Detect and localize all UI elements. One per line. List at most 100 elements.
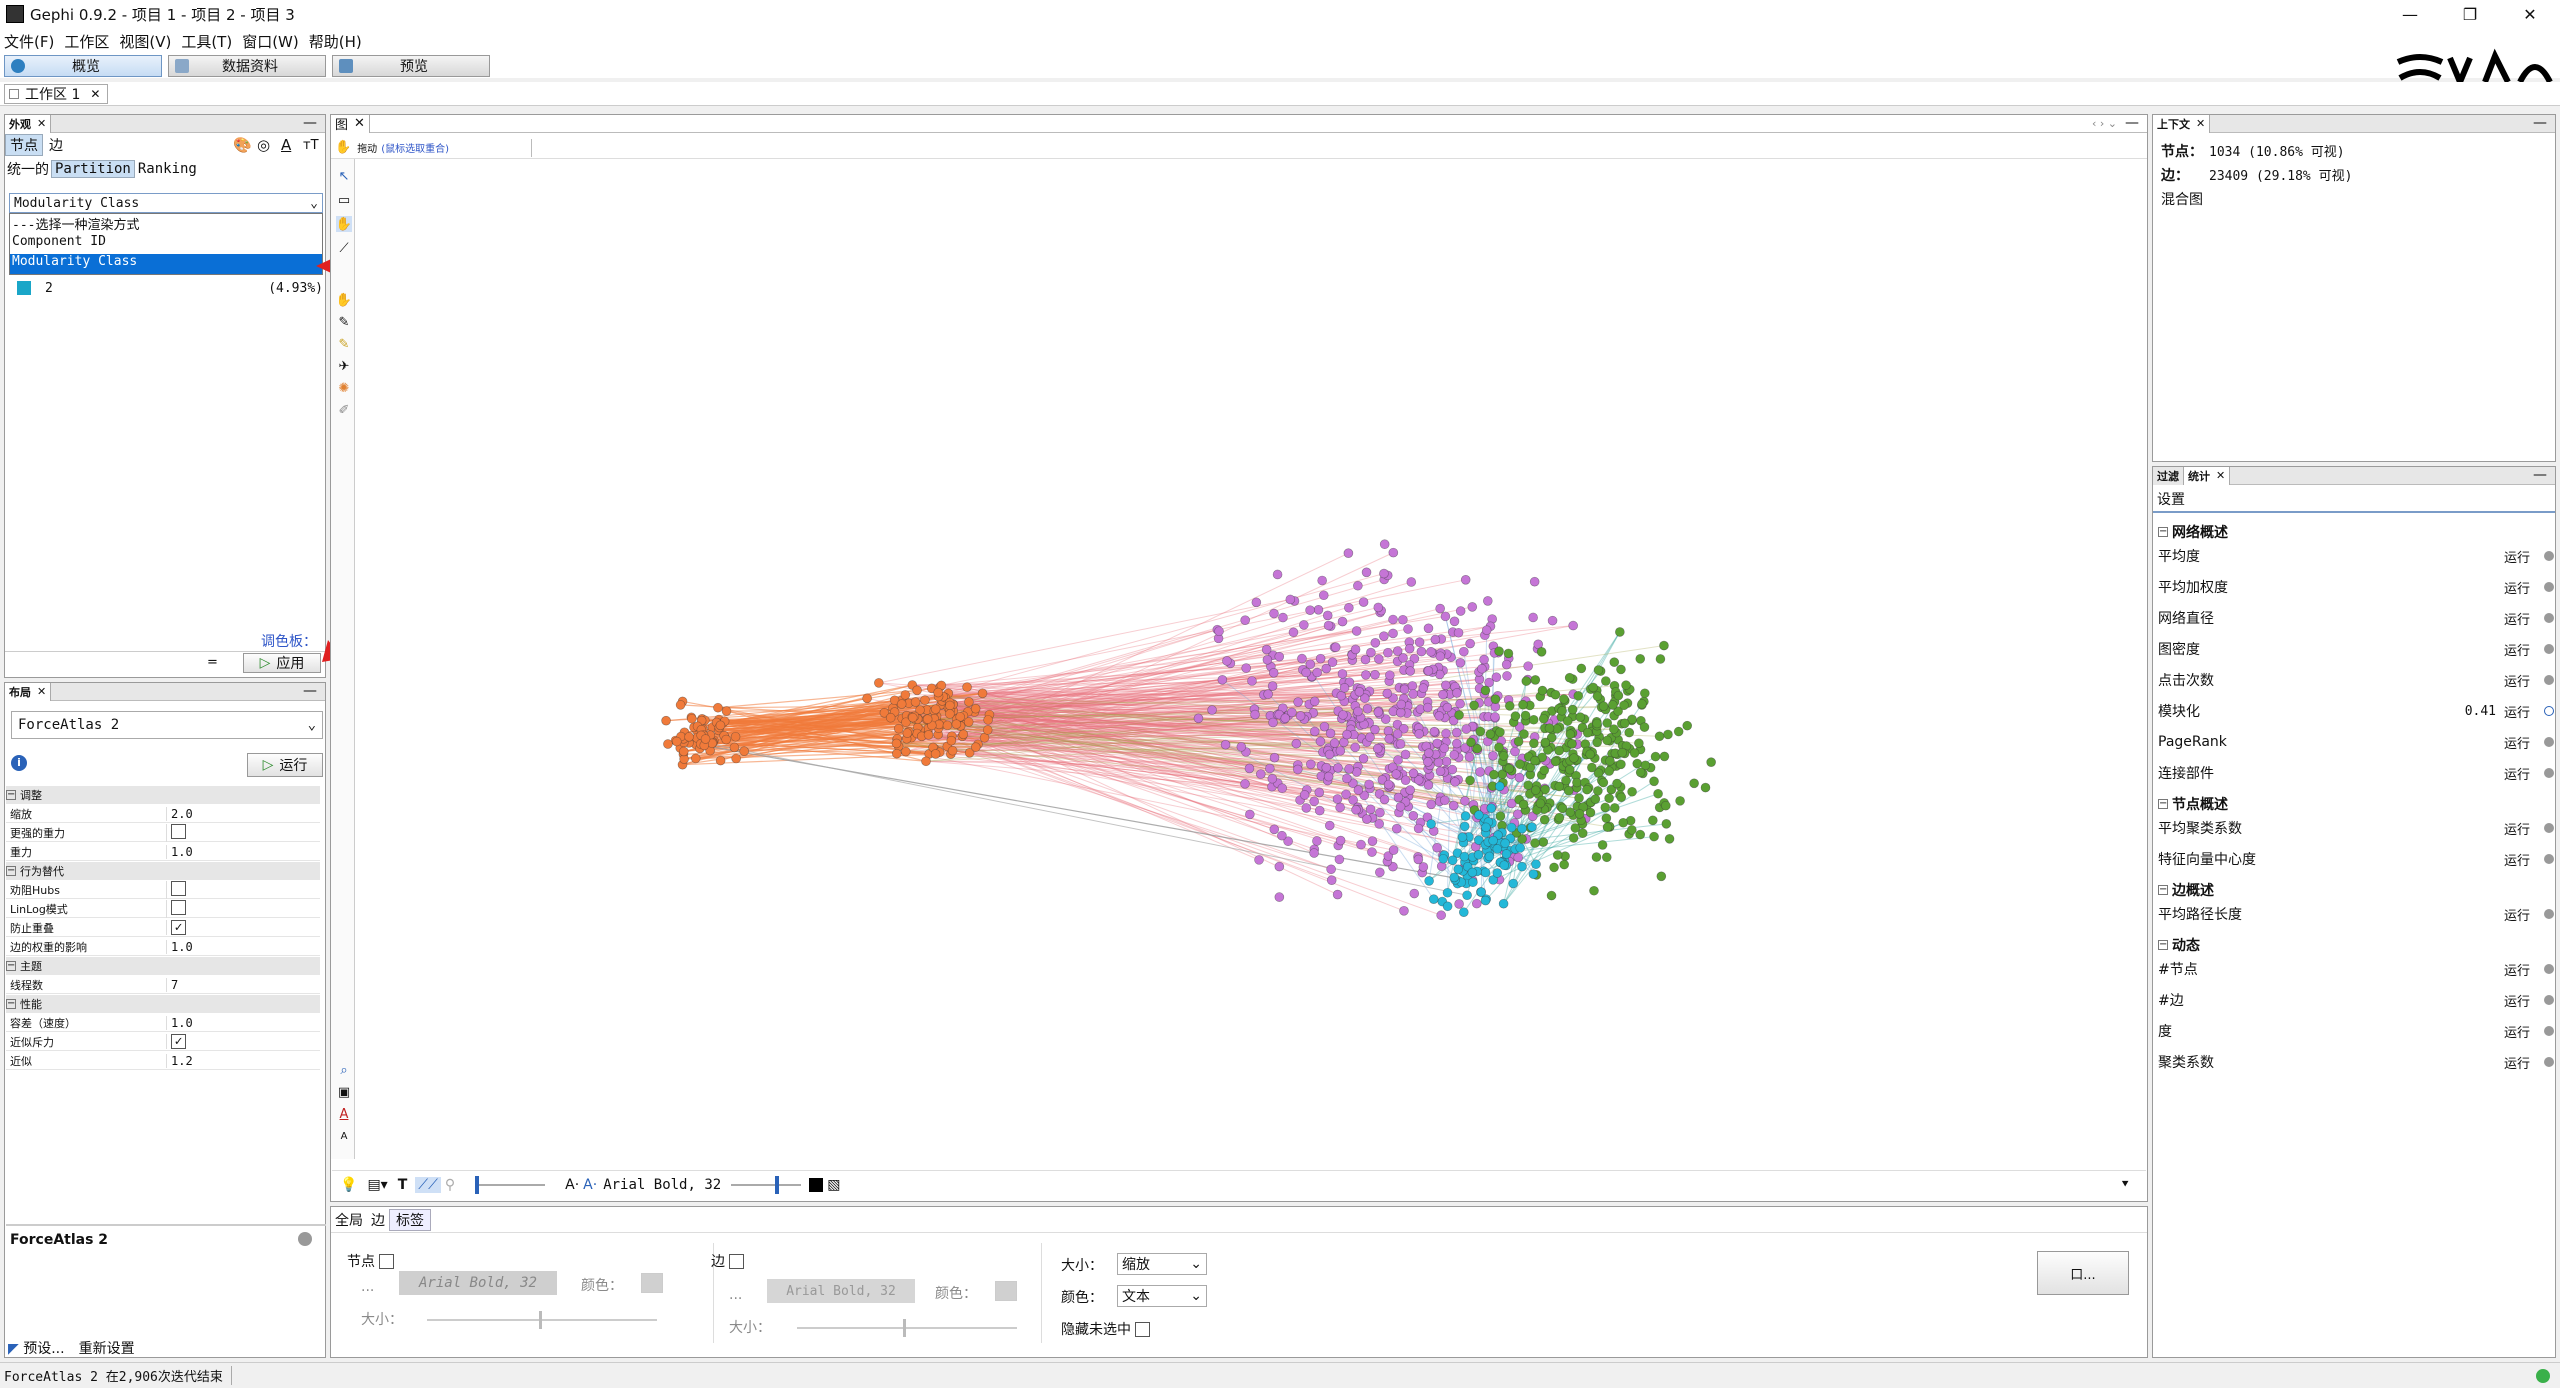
text-icon[interactable]: T xyxy=(397,1176,408,1193)
font-size-up-icon[interactable]: A· xyxy=(583,1176,598,1193)
expand-icon[interactable]: ⯆ xyxy=(2120,1177,2130,1191)
property-checkbox[interactable] xyxy=(171,823,186,839)
label-font[interactable]: Arial Bold, 32 xyxy=(603,1176,722,1193)
run-statistic-button[interactable]: 运行 xyxy=(2504,963,2531,979)
report-icon[interactable] xyxy=(2544,706,2554,716)
zoom-icon[interactable]: ⌕ xyxy=(340,1062,348,1078)
menu-tools[interactable]: 工具(T) xyxy=(181,32,233,51)
property-value[interactable]: 1.0 xyxy=(171,939,193,954)
minimize-icon[interactable]: — xyxy=(2125,115,2139,131)
tab-preview[interactable]: 预览 xyxy=(332,55,490,77)
menu-view[interactable]: 视图(V) xyxy=(119,32,172,51)
pointer-icon[interactable]: ↖ xyxy=(338,168,350,184)
label-color-icon[interactable]: A xyxy=(339,1106,349,1122)
statistics-tab[interactable]: 统计 ✕ xyxy=(2184,466,2231,485)
help-icon[interactable] xyxy=(298,1232,312,1246)
run-statistic-button[interactable]: 运行 xyxy=(2504,908,2531,924)
layout-property-row[interactable]: 近似斥力 ✓ xyxy=(6,1033,320,1051)
info-icon[interactable]: i xyxy=(11,755,27,771)
run-statistic-button[interactable]: 运行 xyxy=(2504,643,2531,659)
layout-panel-tab[interactable]: 布局 ✕ xyxy=(5,682,52,701)
layout-property-row[interactable]: 边的权重的影响 1.0 xyxy=(6,938,320,956)
graph-panel-tab[interactable]: 图 ✕ xyxy=(331,114,370,133)
property-value[interactable]: 2.0 xyxy=(171,806,193,821)
layout-property-row[interactable]: 近似 1.2 xyxy=(6,1052,320,1070)
dropdown-option-selected[interactable]: Modularity Class xyxy=(10,254,322,274)
tab-labels[interactable]: 标签 xyxy=(389,1208,431,1231)
run-statistic-button[interactable]: 运行 xyxy=(2504,674,2531,690)
layout-property-row[interactable]: 缩放 2.0 xyxy=(6,805,320,823)
workspace-tab[interactable]: 工作区 1 ✕ xyxy=(4,84,108,104)
layout-section-header[interactable]: − 主题 xyxy=(6,957,320,975)
heat-map-icon[interactable]: ✺ xyxy=(338,380,350,396)
run-statistic-button[interactable]: 运行 xyxy=(2504,853,2531,869)
minimize-icon[interactable]: — xyxy=(2533,467,2547,483)
run-statistic-button[interactable]: 运行 xyxy=(2504,550,2531,566)
run-statistic-button[interactable]: 运行 xyxy=(2504,1025,2531,1041)
attribute-dropdown[interactable]: Modularity Class ⌄ xyxy=(9,193,323,213)
hide-unselected-checkbox[interactable] xyxy=(1135,1321,1150,1337)
shortest-path-icon[interactable]: ✈ xyxy=(338,358,350,374)
statistics-group-header[interactable]: − 网络概述 xyxy=(2158,525,2228,541)
partition-color-swatch[interactable] xyxy=(17,281,31,295)
label-size-mode-select[interactable]: 缩放 ⌄ xyxy=(1117,1253,1207,1275)
label-color-mode-select[interactable]: 文本 ⌄ xyxy=(1117,1285,1207,1307)
minimize-icon[interactable]: — xyxy=(303,683,317,699)
more-settings-button[interactable]: 口... xyxy=(2037,1251,2129,1295)
edge-size-slider[interactable] xyxy=(797,1319,1017,1337)
edge-font-ellipsis[interactable]: ... xyxy=(729,1287,743,1303)
run-statistic-button[interactable]: 运行 xyxy=(2504,736,2531,752)
layout-section-header[interactable]: − 性能 xyxy=(6,995,320,1013)
menu-help[interactable]: 帮助(H) xyxy=(308,32,362,51)
layout-property-row[interactable]: LinLog模式 xyxy=(6,899,320,918)
reset-button[interactable]: 重新设置 xyxy=(78,1341,135,1357)
screenshot-icon[interactable]: ▣ xyxy=(337,1084,351,1100)
edge-curved-icon[interactable]: ⚲ xyxy=(444,1176,456,1193)
node-font-ellipsis[interactable]: ... xyxy=(361,1279,375,1295)
edge-labels-checkbox[interactable] xyxy=(729,1253,744,1269)
pencil-icon[interactable]: ✎ xyxy=(338,314,350,330)
run-statistic-button[interactable]: 运行 xyxy=(2504,612,2531,628)
minimize-icon[interactable]: — xyxy=(2533,115,2547,131)
property-value[interactable]: 1.0 xyxy=(171,1015,193,1030)
palette-link[interactable]: 调色板： xyxy=(261,634,317,650)
layout-property-row[interactable]: 更强的重力 xyxy=(6,823,320,842)
label-size-slider[interactable] xyxy=(731,1175,802,1194)
size-icon[interactable]: ◎ xyxy=(257,136,271,154)
label-color-icon[interactable]: A xyxy=(281,136,292,154)
subtab-edges[interactable]: 边 xyxy=(49,138,63,154)
drag-hand-icon[interactable]: ✋ xyxy=(335,140,352,155)
menu-workspace[interactable]: 工作区 xyxy=(64,32,110,51)
run-statistic-button[interactable]: 运行 xyxy=(2504,581,2531,597)
node-color-swatch[interactable] xyxy=(641,1273,663,1293)
layout-section-header[interactable]: − 调整 xyxy=(6,786,320,804)
tab-scroll-icons[interactable]: ‹ › ⌄ xyxy=(2091,117,2117,130)
mode-tab-unique[interactable]: 统一的 xyxy=(7,162,49,178)
node-labels-checkbox[interactable] xyxy=(379,1253,394,1269)
property-checkbox-checked[interactable]: ✓ xyxy=(171,920,186,935)
close-button[interactable]: ✕ xyxy=(2523,4,2537,24)
screenshot-icon[interactable]: ▧ xyxy=(827,1176,841,1193)
edge-weight-slider[interactable] xyxy=(475,1175,546,1194)
restore-button[interactable]: ❐ xyxy=(2462,4,2478,24)
statistics-group-header[interactable]: − 边概述 xyxy=(2158,883,2214,899)
drag-icon[interactable]: ✋ xyxy=(335,216,353,232)
property-value[interactable]: 1.2 xyxy=(171,1053,193,1068)
node-size-slider[interactable] xyxy=(427,1311,657,1329)
layout-algorithm-select[interactable]: ForceAtlas 2 ⌄ xyxy=(11,711,323,739)
menu-window[interactable]: 窗口(W) xyxy=(242,32,299,51)
mode-tab-partition[interactable]: Partition xyxy=(51,160,135,178)
run-statistic-button[interactable]: 运行 xyxy=(2504,705,2531,721)
partition-item[interactable]: 2 (4.93%) xyxy=(11,279,325,297)
tab-overview[interactable]: 概览 xyxy=(4,55,162,77)
graph-canvas[interactable] xyxy=(356,160,2146,1160)
graph-nodes[interactable] xyxy=(661,539,1716,921)
run-statistic-button[interactable]: 运行 xyxy=(2504,1056,2531,1072)
statistics-settings[interactable]: 设置 xyxy=(2157,492,2185,508)
brush-icon[interactable]: ⟋ xyxy=(339,240,349,256)
painter-icon[interactable]: ✋ xyxy=(335,292,353,308)
layout-property-row[interactable]: 劝阻Hubs xyxy=(6,880,320,899)
color-palette-icon[interactable]: 🎨 xyxy=(233,136,252,154)
tab-global[interactable]: 全局 xyxy=(335,1212,363,1229)
minimize-button[interactable]: — xyxy=(2402,4,2418,24)
